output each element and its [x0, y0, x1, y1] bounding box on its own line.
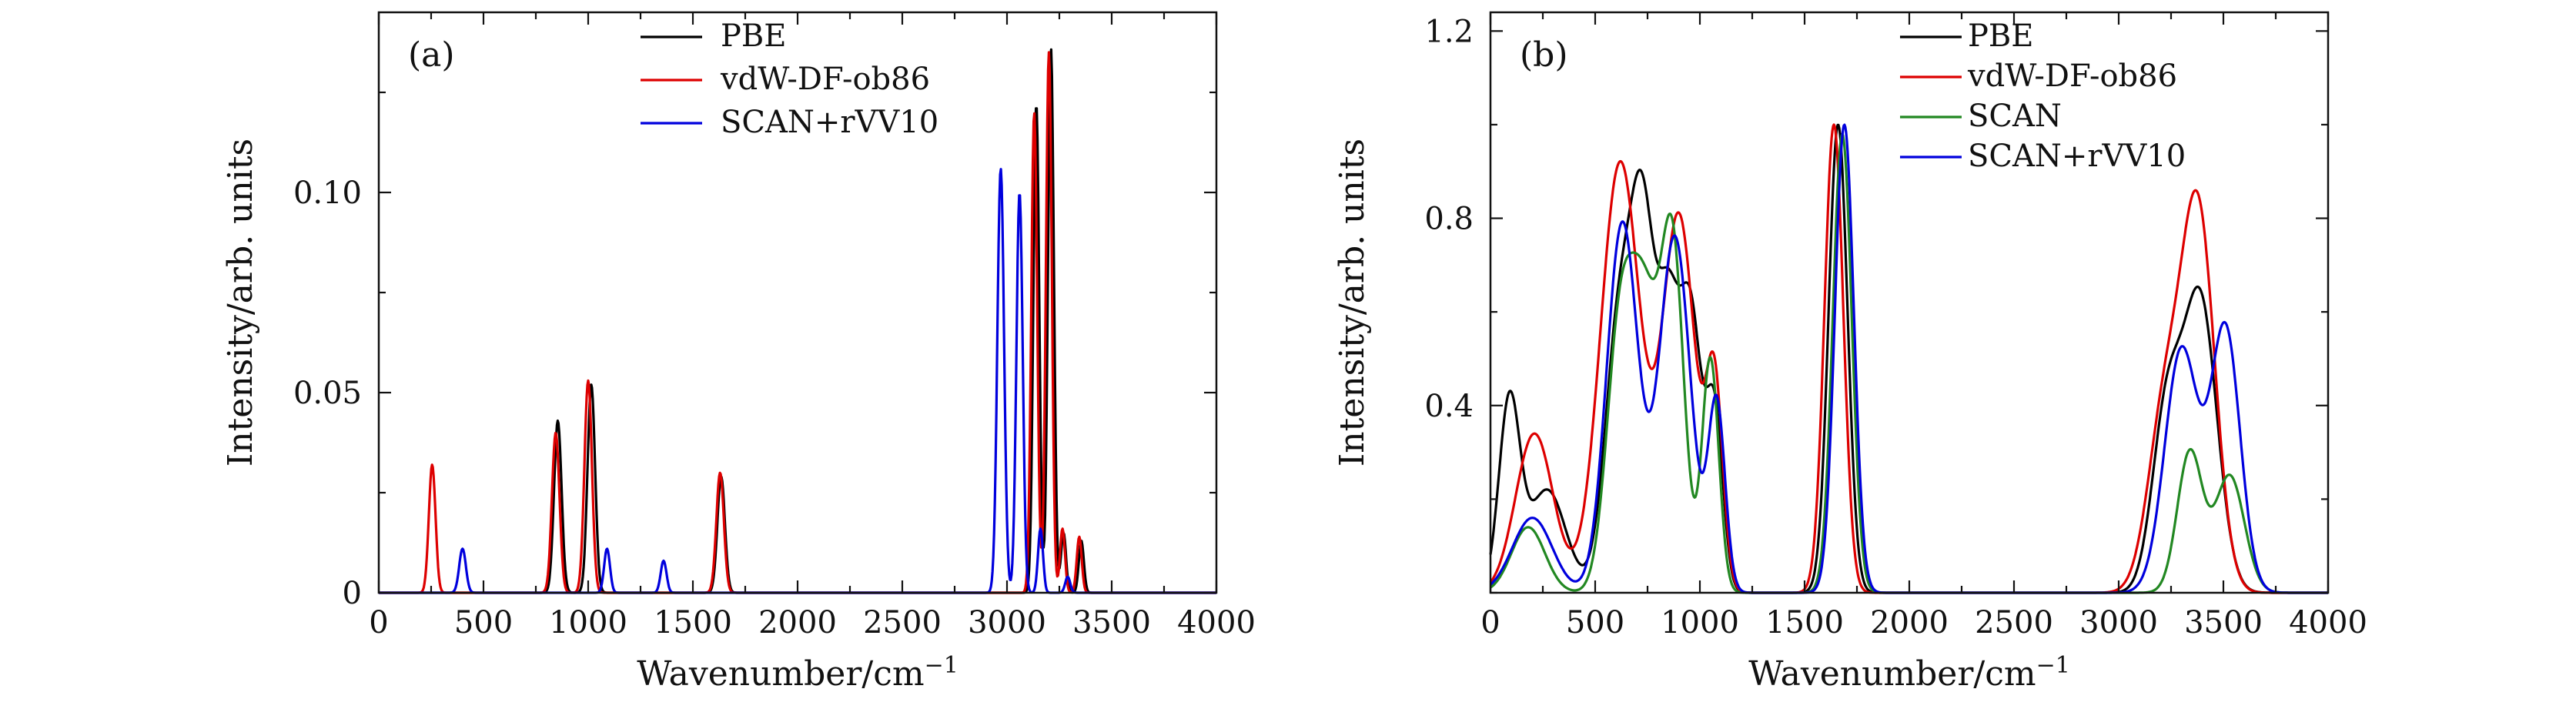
y-tick-label: 0.10 — [293, 176, 362, 211]
panel-label: (a) — [408, 35, 455, 75]
x-tick-label: 2000 — [758, 605, 837, 640]
panel-b: 0 500 1000 1500 2000 2500 3000 3500 4000 0.4 0.8 1.… — [1333, 11, 2367, 694]
y-tick-label: 1.2 — [1424, 14, 1474, 49]
series-line-scan — [1490, 132, 2329, 594]
x-tick-label: 2500 — [1975, 605, 2053, 640]
x-tick-label: 500 — [1566, 605, 1624, 640]
x-tick-label: 1000 — [549, 605, 627, 640]
x-tick-label: 4000 — [2289, 605, 2367, 640]
x-axis-label: Wavenumber/cm−1 — [1748, 652, 2070, 694]
x-tick-label: 2500 — [863, 605, 942, 640]
x-tick-label: 3500 — [1072, 605, 1151, 640]
legend-label: SCAN+rVV10 — [721, 105, 938, 140]
x-tick-label: 3000 — [2079, 605, 2158, 640]
x-tick-label: 1000 — [1661, 605, 1739, 640]
legend-label: PBE — [1968, 18, 2034, 54]
legend-label: SCAN+rVV10 — [1968, 139, 2186, 174]
y-tick-label: 0.4 — [1424, 389, 1474, 424]
x-tick-label: 1500 — [654, 605, 732, 640]
y-axis-label: Intensity/arb. units — [1333, 139, 1372, 467]
panel-a: 0 500 1000 1500 2000 2500 3000 3500 4000 0 0.05 0.1… — [221, 11, 1256, 694]
y-axis-label: Intensity/arb. units — [221, 139, 260, 467]
legend: PBE vdW-DF-ob86 SCAN+rVV10 — [641, 18, 938, 140]
panel-label: (b) — [1520, 35, 1568, 75]
y-tick-label: 0.05 — [293, 376, 362, 411]
legend-label: SCAN — [1968, 99, 2062, 134]
legend: PBE vdW-DF-ob86 SCAN SCAN+rVV10 — [1900, 18, 2186, 174]
x-tick-label: 0 — [369, 605, 388, 640]
legend-label: vdW-DF-ob86 — [1967, 59, 2177, 94]
x-tick-label: 0 — [1480, 605, 1500, 640]
series-line-vdw-df-ob86 — [1489, 123, 2329, 594]
series-line-pbe — [1489, 123, 2329, 594]
legend-label: vdW-DF-ob86 — [720, 62, 930, 97]
x-tick-label: 4000 — [1177, 605, 1256, 640]
x-tick-label: 2000 — [1870, 605, 1949, 640]
plot-frame — [377, 11, 1218, 594]
y-tick-label: 0.8 — [1424, 202, 1474, 237]
series-line-scan-rvv10 — [378, 168, 1217, 594]
x-tick-label: 3000 — [968, 605, 1046, 640]
x-tick-label: 500 — [454, 605, 513, 640]
x-axis-label: Wavenumber/cm−1 — [637, 652, 958, 694]
x-tick-label: 1500 — [1765, 605, 1844, 640]
series-line-scan-rvv10 — [1489, 123, 2329, 594]
y-tick-label: 0 — [343, 576, 362, 611]
x-tick-label: 3500 — [2184, 605, 2263, 640]
legend-label: PBE — [721, 18, 787, 54]
